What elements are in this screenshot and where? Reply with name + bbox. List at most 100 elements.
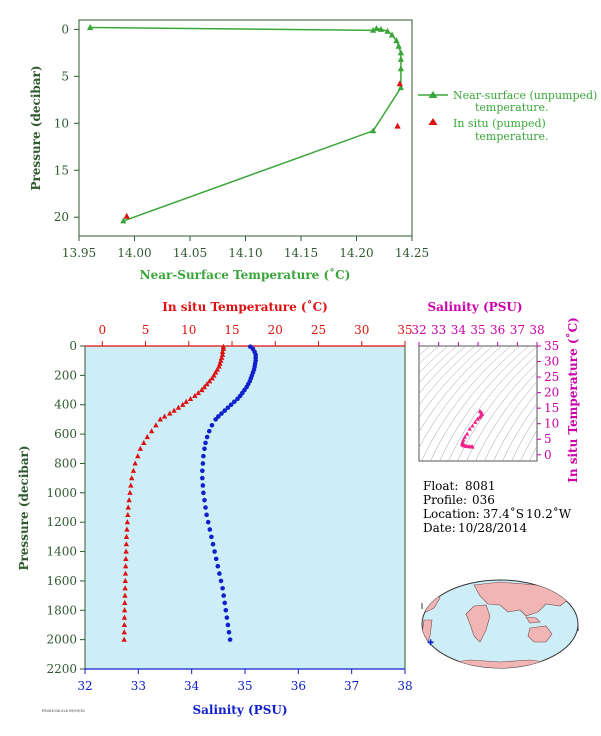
temperature-point [127,489,133,495]
legend-label-unpumped-1: Near-surface (unpumped) [453,89,597,102]
temperature-point [124,526,130,532]
date-value: 10/28/2014 [458,521,528,535]
profile-axes: 0 5 10 15 20 25 30 35 32 33 34 35 36 37 38 0 200 400 600 80… [46,323,412,693]
salinity-point [203,505,208,510]
location-lat: 37.4˚S [483,506,524,521]
salinity-point [215,563,221,569]
profile-line: Profile: 036 [423,493,495,507]
salinity-point [235,396,240,402]
ts-x-tick-label: 35 [470,323,485,337]
footer-stamp: F8081036.028 09/09/16 [42,709,85,713]
salinity-point [219,411,224,416]
salinity-point [224,615,230,620]
pressure-tick-label: 1200 [46,515,77,529]
temperature-point [209,375,215,381]
salinity-tick-label: 32 [77,679,92,693]
legend-label-unpumped-2: temperature. [475,101,549,114]
near-surface-y-axis-label: Pressure (decibar) [29,65,43,190]
density-contour [520,429,537,461]
temperature-tick-label: 25 [311,323,326,337]
temperature-point [153,422,159,428]
temperature-point [129,475,135,481]
pressure-tick-label: 400 [54,398,77,412]
temperature-point [122,570,129,576]
salinity-point [203,440,208,446]
temperature-point [125,511,131,517]
ts-point [475,416,480,421]
density-contour [502,403,537,461]
density-contour [493,391,537,461]
land-antarctica [429,659,571,668]
pressure-tick-label: 2200 [46,662,77,676]
temperature-point [141,439,147,445]
near-surface-unpumped-point [373,24,380,31]
density-contour [595,306,601,476]
ts-y-tick-label: 30 [544,355,559,369]
salinity-point [218,578,224,584]
temperature-point [187,395,194,401]
profile-series [121,343,258,642]
density-contour [475,371,537,461]
ts-y-tick-label: 15 [544,401,559,415]
salinity-point [210,541,216,547]
density-contour [466,362,537,461]
profile-value: 036 [472,493,495,507]
salinity-point [200,468,205,474]
salinity-point [209,534,214,540]
pressure-tick-label: 1400 [46,545,77,559]
temperature-point [130,467,137,473]
temperature-tick-label: 10 [181,323,196,337]
near-surface-unpumped-point [397,55,405,62]
profile-plot-area [84,345,406,670]
temperature-point [123,555,129,561]
density-contour [529,445,537,461]
near-surface-unpumped-point [120,217,127,224]
float-location-marker [427,639,434,646]
temperature-point [121,629,127,635]
salinity-tick-label: 36 [291,679,306,693]
salinity-point [221,593,226,598]
salinity-point [232,399,237,405]
float-position-mark [427,639,434,646]
density-contour [586,306,601,476]
near-surface-x-axis-label: Near-Surface Temperature (˚C) [140,267,351,282]
near-surface-x-tick-label: 14.10 [228,246,262,260]
near-surface-x-tick-label: 14.00 [117,246,151,260]
density-contour [457,354,537,461]
near-surface-series [86,24,405,224]
salinity-tick-label: 37 [344,679,359,693]
salinity-point [216,414,221,419]
temperature-point [217,360,223,366]
salinity-point [217,571,222,576]
temperature-point [144,434,150,440]
map-ticks [421,603,579,631]
salinity-point [225,405,231,410]
temperature-tick-label: 0 [98,323,106,337]
legend-label-pumped-2: temperature. [475,130,549,143]
temperature-tick-label: 30 [354,323,369,337]
salinity-point [212,549,217,554]
temperature-point [167,410,173,416]
temperature-point [183,398,189,404]
near-surface-plot-frame [78,19,413,237]
density-contour [577,306,601,476]
temperature-point [122,592,128,598]
temperature-point [199,387,205,393]
near-surface-unpumped-point [397,84,405,91]
near-surface-x-tick-label: 14.20 [339,246,373,260]
pressure-tick-label: 200 [54,368,77,382]
density-contour [419,346,494,433]
temperature-tick-label: 5 [142,323,150,337]
temperature-point [219,351,226,357]
near-surface-unpumped-point [377,25,385,32]
near-surface-x-tick-label: 14.15 [284,246,318,260]
salinity-point [205,519,211,525]
pressure-tick-label: 1600 [46,574,77,588]
temperature-point [175,404,182,410]
float-info: Float: 8081 Profile: 036 Location: 37.4˚… [423,479,572,535]
date-label: Date: [423,521,456,535]
near-surface-unpumped-line [90,26,402,222]
temperature-point [180,401,186,407]
float-label: Float: [423,479,458,493]
salinity-point [201,453,206,459]
